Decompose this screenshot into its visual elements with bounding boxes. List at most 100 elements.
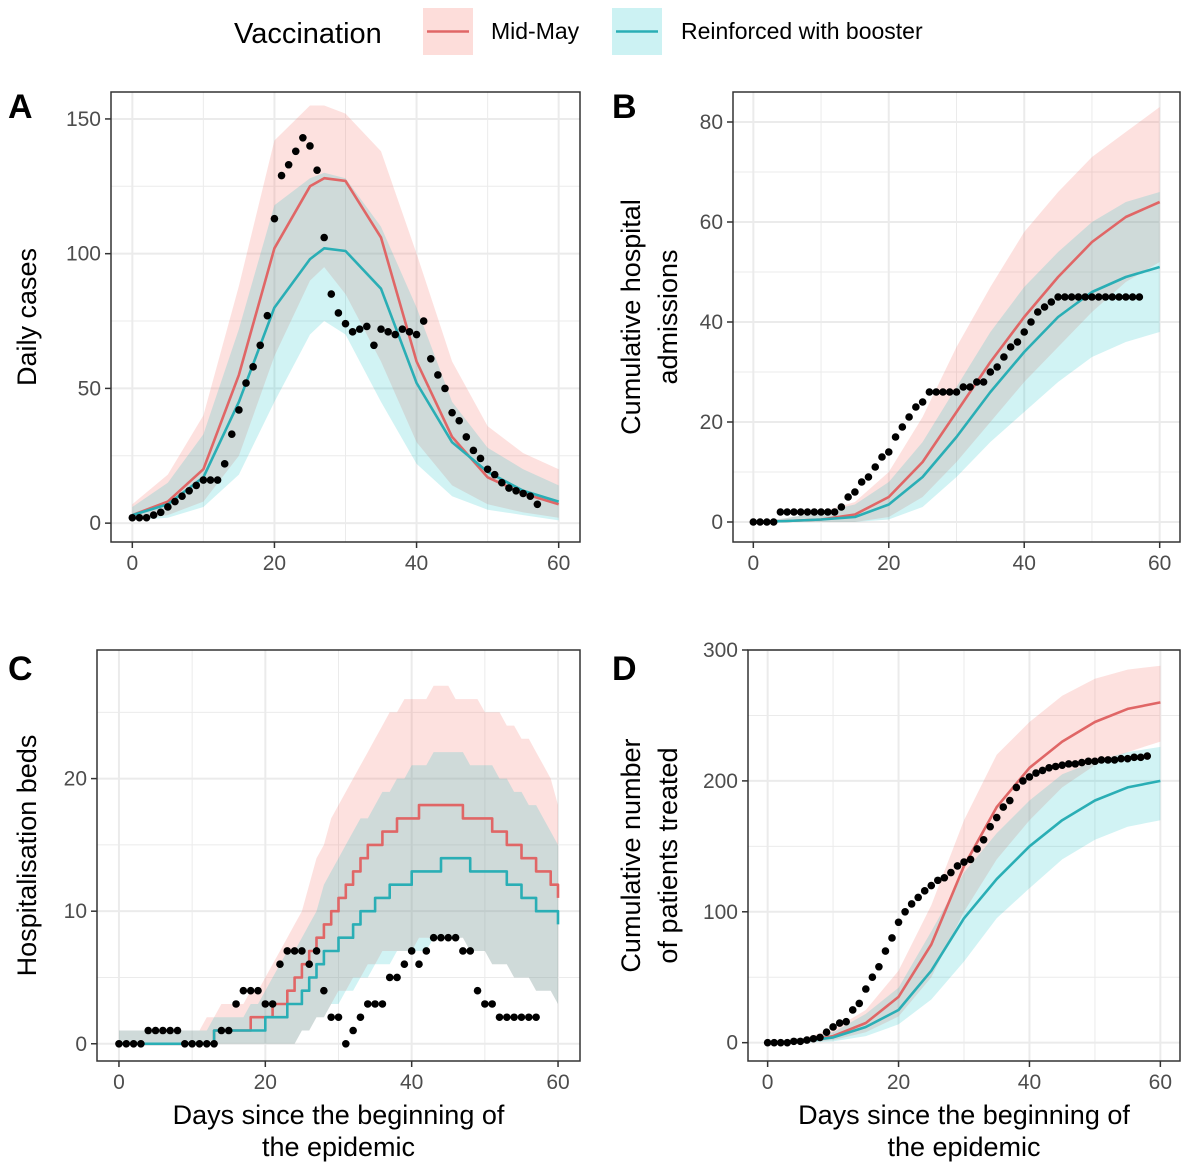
y-tick-label: 50 — [78, 377, 101, 400]
observed-point — [871, 463, 880, 471]
observed-point — [790, 1037, 798, 1046]
observed-point — [749, 518, 758, 526]
observed-point — [434, 371, 442, 379]
y-tick-label: 20 — [64, 768, 87, 791]
observed-point — [407, 947, 416, 955]
legend-label-mid-may: Mid-May — [491, 18, 580, 44]
observed-point — [1047, 298, 1056, 306]
observed-point — [156, 508, 165, 517]
observed-point — [342, 1039, 350, 1048]
x-tick-label: 20 — [263, 552, 286, 575]
observed-point — [803, 1036, 811, 1044]
y-axis-title-line-1: Cumulative hospital — [616, 199, 646, 435]
observed-point — [261, 1000, 270, 1008]
observed-point — [1115, 293, 1123, 301]
observed-point — [763, 1038, 772, 1047]
observed-point — [398, 325, 407, 333]
observed-point — [181, 1039, 189, 1048]
observed-point — [1074, 293, 1083, 301]
observed-point — [495, 1013, 504, 1022]
observed-point — [1006, 796, 1014, 805]
observed-point — [857, 478, 866, 486]
observed-point — [1143, 752, 1152, 760]
observed-point — [842, 1017, 850, 1026]
observed-point — [783, 1038, 792, 1047]
observed-point — [291, 147, 300, 156]
observed-point — [173, 1026, 182, 1035]
observed-point — [444, 933, 453, 942]
y-tick-label: 40 — [700, 311, 723, 334]
observed-point — [1027, 318, 1035, 326]
observed-point — [341, 319, 350, 328]
ci-band-mid-may — [132, 105, 559, 521]
observed-point — [488, 1000, 496, 1008]
observed-point — [1097, 756, 1106, 764]
observed-point — [363, 322, 371, 331]
observed-point — [1104, 756, 1112, 764]
observed-point — [228, 430, 236, 439]
observed-point — [195, 1039, 204, 1048]
observed-point — [763, 518, 771, 526]
observed-point — [524, 1013, 533, 1022]
observed-point — [232, 1000, 240, 1008]
observed-point — [875, 962, 883, 971]
observed-point — [1012, 783, 1021, 792]
observed-point — [334, 309, 343, 317]
observed-point — [986, 368, 995, 376]
observed-point — [979, 378, 988, 386]
observed-point — [884, 448, 893, 456]
observed-point — [519, 489, 527, 498]
ci-band-mid-may — [767, 665, 1161, 1043]
observed-point — [217, 1026, 226, 1035]
observed-point — [426, 354, 435, 363]
observed-point — [415, 960, 423, 969]
observed-point — [166, 1026, 174, 1035]
observed-point — [206, 476, 215, 484]
observed-point — [171, 497, 179, 506]
observed-point — [370, 341, 378, 350]
y-axis-title-line-2: admissions — [653, 249, 683, 384]
x-tick-label: 20 — [887, 1071, 910, 1094]
observed-point — [945, 388, 954, 396]
observed-point — [441, 384, 449, 393]
observed-point — [235, 406, 243, 414]
observed-point — [1071, 760, 1080, 768]
observed-point — [1088, 293, 1096, 301]
observed-point — [129, 1039, 138, 1048]
x-tick-label: 40 — [400, 1071, 423, 1094]
series-line-booster — [119, 856, 560, 1046]
observed-point — [1091, 757, 1099, 766]
observed-point — [918, 398, 927, 406]
series-line-mid-may — [131, 176, 560, 517]
y-tick-label: 10 — [64, 900, 87, 923]
observed-point — [1006, 343, 1015, 351]
y-tick-label: 0 — [89, 512, 101, 535]
observed-point — [466, 947, 475, 955]
observed-point — [385, 973, 394, 982]
observed-point — [115, 1039, 123, 1048]
observed-point — [355, 325, 364, 333]
observed-point — [462, 433, 471, 441]
observed-point — [142, 513, 151, 522]
observed-point — [848, 1006, 857, 1014]
legend-label-booster: Reinforced with booster — [681, 18, 923, 44]
observed-point — [305, 960, 314, 969]
observed-point — [1020, 328, 1029, 336]
observed-point — [151, 1026, 160, 1035]
x-tick-label: 20 — [254, 1071, 277, 1094]
observed-point — [796, 1037, 805, 1046]
panel-tag: A — [8, 88, 33, 126]
y-tick-label: 100 — [703, 901, 738, 924]
observed-point — [824, 508, 832, 516]
observed-point — [979, 835, 988, 844]
observed-point — [769, 518, 778, 526]
observed-point — [822, 1028, 831, 1037]
observed-point — [469, 446, 478, 455]
observed-point — [864, 473, 873, 481]
observed-point — [809, 1034, 818, 1043]
x-tick-label: 60 — [1148, 552, 1171, 575]
observed-point — [1110, 756, 1119, 764]
x-tick-label: 0 — [762, 1071, 774, 1094]
observed-point — [422, 947, 431, 955]
x-tick-label: 0 — [747, 552, 759, 575]
